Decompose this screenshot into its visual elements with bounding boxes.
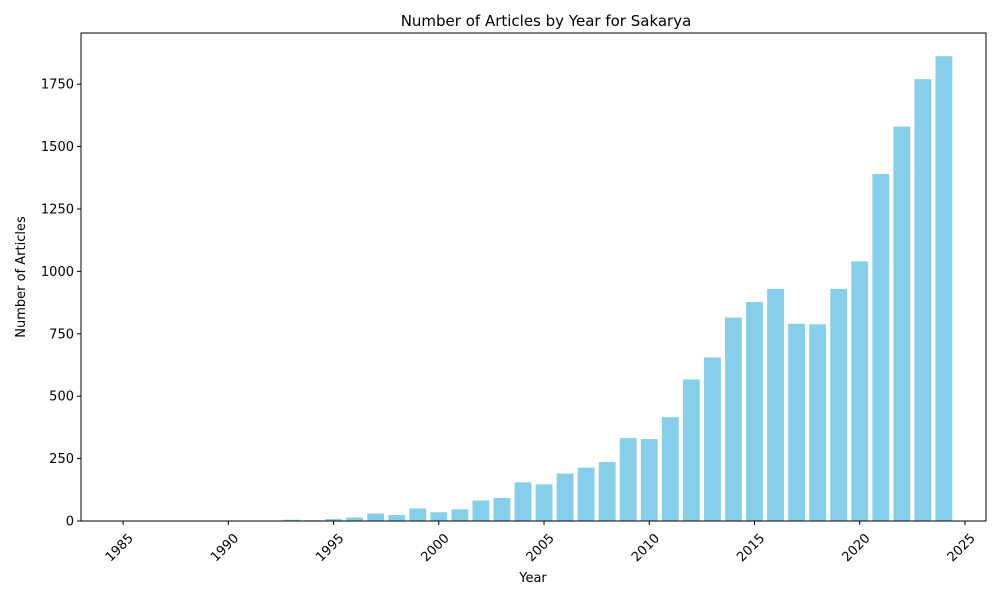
y-tick-label: 1000	[41, 265, 74, 280]
bar-2024	[935, 56, 953, 521]
y-tick-label: 250	[49, 452, 74, 467]
bar-1998	[388, 515, 406, 521]
bar-2007	[577, 467, 595, 521]
bar-2016	[767, 288, 784, 521]
bar-2014	[725, 317, 742, 521]
bar-2002	[472, 500, 490, 521]
bar-2023	[914, 79, 932, 522]
bar-1999	[409, 508, 427, 521]
bar-1997	[367, 513, 385, 521]
x-axis-label: Year	[518, 571, 547, 586]
bar-2005	[535, 484, 553, 521]
bar-1993	[283, 519, 300, 521]
x-tick-label: 1995	[313, 531, 347, 565]
x-axis-ticks: 1985 1990 1995 2000 2005 2010 2015 2020 2025	[103, 521, 979, 565]
x-tick-label: 2000	[419, 531, 453, 565]
bar-2017	[788, 323, 805, 521]
bar-2022	[893, 126, 911, 521]
bar-2009	[619, 438, 637, 521]
x-tick-label: 2015	[734, 531, 768, 565]
bar-2003	[493, 498, 511, 521]
y-tick-label: 0	[66, 515, 74, 530]
bar-2012	[682, 379, 700, 521]
bar-2018	[809, 324, 827, 521]
bar-2000	[430, 512, 448, 521]
x-tick-label: 2010	[629, 531, 663, 565]
bar-2001	[451, 509, 469, 521]
y-tick-label: 1500	[41, 140, 74, 155]
plot-frame	[80, 32, 987, 522]
bar-2004	[514, 482, 532, 521]
bars-group	[114, 56, 953, 522]
y-tick-label: 500	[49, 390, 74, 405]
bar-2011	[661, 417, 679, 521]
bar-2015	[746, 302, 763, 521]
y-tick-label: 1750	[41, 78, 74, 93]
bar-2020	[851, 261, 869, 521]
bar-2019	[830, 288, 848, 521]
x-tick-label: 2005	[524, 531, 558, 565]
x-tick-label: 2020	[839, 531, 873, 565]
bar-1996	[346, 517, 364, 521]
y-axis-ticks: 0 250 500 750 1000 1250 1500 1750	[41, 78, 81, 530]
y-axis-label: Number of Articles	[14, 216, 29, 338]
bar-2006	[556, 473, 574, 521]
chart-title: Number of Articles by Year for Sakarya	[401, 12, 692, 30]
bar-2021	[872, 174, 890, 521]
x-tick-label: 1990	[208, 531, 242, 565]
y-tick-label: 750	[49, 327, 74, 342]
y-tick-label: 1250	[41, 202, 74, 217]
bar-1995	[325, 519, 342, 521]
bar-2008	[598, 462, 616, 521]
bar-2013	[703, 357, 721, 521]
x-tick-label: 2025	[945, 531, 979, 565]
x-tick-label: 1985	[103, 531, 137, 565]
bar-2010	[640, 439, 658, 521]
